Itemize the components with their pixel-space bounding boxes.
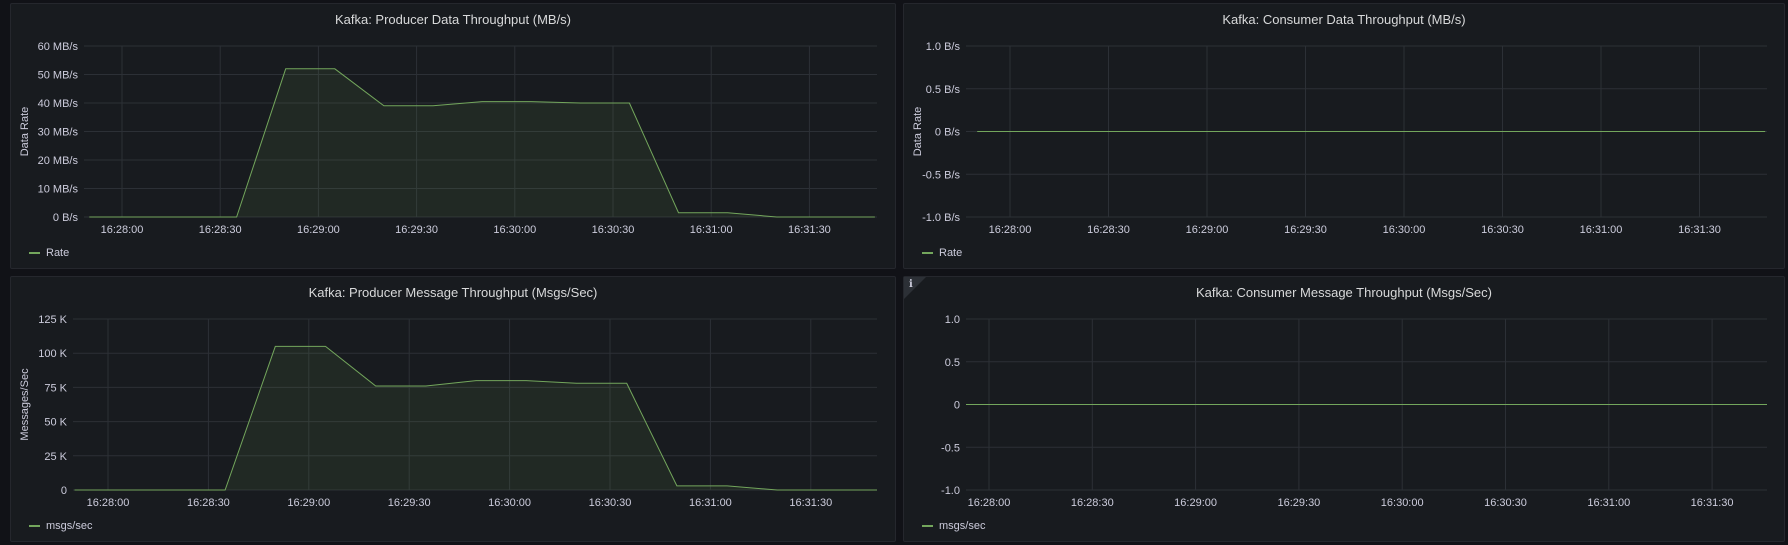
y-tick-label: 10 MB/s [38, 184, 79, 196]
legend[interactable]: Rate [922, 247, 962, 259]
x-tick-label: 16:29:00 [297, 224, 340, 236]
x-tick-label: 16:28:30 [1087, 224, 1130, 236]
legend[interactable]: Rate [29, 247, 69, 259]
y-axis-label: Messages/Sec [19, 368, 31, 441]
x-tick-label: 16:31:00 [1587, 497, 1630, 509]
chart-consumer-data: -1.0 B/s -0.5 B/s 0 B/s 0.5 B/s 1.0 B/s 16:28… [912, 41, 1767, 236]
panel-consumer-message-throughput[interactable]: i Kafka: Consumer Message Throughput (Ms… [903, 276, 1785, 542]
series-area [89, 68, 875, 217]
x-tick-label: 16:28:30 [199, 224, 242, 236]
y-tick-label: 0.5 [945, 357, 960, 369]
y-tick-label: 0 B/s [53, 212, 79, 224]
panel-title[interactable]: Kafka: Producer Message Throughput (Msgs… [308, 285, 598, 300]
legend[interactable]: msgs/sec [922, 520, 985, 532]
series-line [89, 68, 875, 218]
x-tick-label: 16:29:00 [287, 497, 330, 509]
legend-label: Rate [939, 247, 963, 259]
y-tick-label: 25 K [44, 451, 67, 463]
chart-consumer-messages: -1.0 -0.5 0 0.5 1.0 16:28:00 16:28:30 16:29:00 1… [941, 314, 1767, 509]
legend-label: msgs/sec [46, 520, 93, 532]
chart-producer-messages: 0 25 K 50 K 75 K 100 K 125 K 16:28:00 16:28:30 1… [19, 314, 877, 509]
info-corner[interactable] [904, 277, 926, 299]
legend-swatch [29, 525, 40, 527]
y-tick-label: 50 MB/s [38, 70, 79, 82]
y-tick-label: 30 MB/s [38, 127, 79, 139]
x-tick-label: 16:28:00 [989, 224, 1032, 236]
y-tick-label: 0 B/s [935, 127, 961, 139]
info-icon[interactable]: i [909, 279, 913, 290]
x-tick-label: 16:29:30 [1277, 497, 1320, 509]
x-tick-label: 16:31:30 [1678, 224, 1721, 236]
y-tick-label: -0.5 B/s [922, 169, 960, 181]
panel-producer-message-throughput[interactable]: Kafka: Producer Message Throughput (Msgs… [10, 276, 896, 542]
panel-title[interactable]: Kafka: Consumer Message Throughput (Msgs… [1195, 285, 1492, 300]
panel-title[interactable]: Kafka: Consumer Data Throughput (MB/s) [1222, 12, 1466, 27]
y-tick-label: 100 K [38, 348, 67, 360]
x-tick-label: 16:29:30 [395, 224, 438, 236]
x-tick-label: 16:28:30 [187, 497, 230, 509]
y-tick-label: 1.0 [945, 314, 960, 326]
x-tick-label: 16:28:00 [101, 224, 144, 236]
x-tick-label: 16:30:30 [589, 497, 632, 509]
x-tick-label: 16:30:00 [488, 497, 531, 509]
y-tick-label: 50 K [44, 417, 67, 429]
x-tick-label: 16:31:00 [689, 497, 732, 509]
x-tick-label: 16:31:00 [1580, 224, 1623, 236]
y-tick-label: 75 K [44, 382, 67, 394]
y-axis-label: Data Rate [912, 107, 924, 157]
x-tick-label: 16:30:30 [1481, 224, 1524, 236]
x-tick-label: 16:29:00 [1186, 224, 1229, 236]
y-tick-label: 20 MB/s [38, 155, 79, 167]
x-tick-label: 16:30:00 [1381, 497, 1424, 509]
x-tick-label: 16:30:00 [1383, 224, 1426, 236]
x-tick-label: 16:30:00 [493, 224, 536, 236]
y-tick-label: 0.5 B/s [926, 84, 961, 96]
y-tick-label: 0 [954, 400, 960, 412]
x-tick-label: 16:31:30 [1691, 497, 1734, 509]
y-axis-label: Data Rate [19, 107, 31, 157]
legend-label: Rate [46, 247, 70, 259]
panel-title[interactable]: Kafka: Producer Data Throughput (MB/s) [334, 12, 572, 27]
x-tick-label: 16:28:30 [1071, 497, 1114, 509]
y-tick-label: 125 K [38, 314, 67, 326]
x-tick-label: 16:28:00 [87, 497, 130, 509]
x-tick-label: 16:31:00 [690, 224, 733, 236]
y-tick-label: 1.0 B/s [926, 41, 961, 53]
y-tick-label: 0 [61, 485, 67, 497]
panel-consumer-data-throughput[interactable]: Kafka: Consumer Data Throughput (MB/s) -… [903, 3, 1785, 269]
x-tick-label: 16:29:30 [388, 497, 431, 509]
legend-swatch [29, 252, 40, 254]
x-tick-label: 16:31:30 [789, 497, 832, 509]
legend-label: msgs/sec [939, 520, 986, 532]
y-tick-label: 40 MB/s [38, 98, 79, 110]
legend[interactable]: msgs/sec [29, 520, 92, 532]
legend-swatch [922, 525, 933, 527]
y-tick-label: -1.0 [941, 485, 960, 497]
x-tick-label: 16:29:30 [1284, 224, 1327, 236]
panel-producer-data-throughput[interactable]: Kafka: Producer Data Throughput (MB/s) 0… [10, 3, 896, 269]
y-tick-label: 60 MB/s [38, 41, 79, 53]
y-tick-label: -0.5 [941, 442, 960, 454]
y-tick-label: -1.0 B/s [922, 212, 960, 224]
series-area [74, 346, 877, 490]
x-tick-label: 16:28:00 [968, 497, 1011, 509]
x-tick-label: 16:29:00 [1174, 497, 1217, 509]
x-tick-label: 16:30:30 [592, 224, 635, 236]
x-tick-label: 16:30:30 [1484, 497, 1527, 509]
series-line [74, 345, 877, 491]
legend-swatch [922, 252, 933, 254]
x-tick-label: 16:31:30 [788, 224, 831, 236]
chart-producer-data: 0 B/s 10 MB/s 20 MB/s 30 MB/s 40 MB/s 50 MB/s… [19, 41, 877, 236]
